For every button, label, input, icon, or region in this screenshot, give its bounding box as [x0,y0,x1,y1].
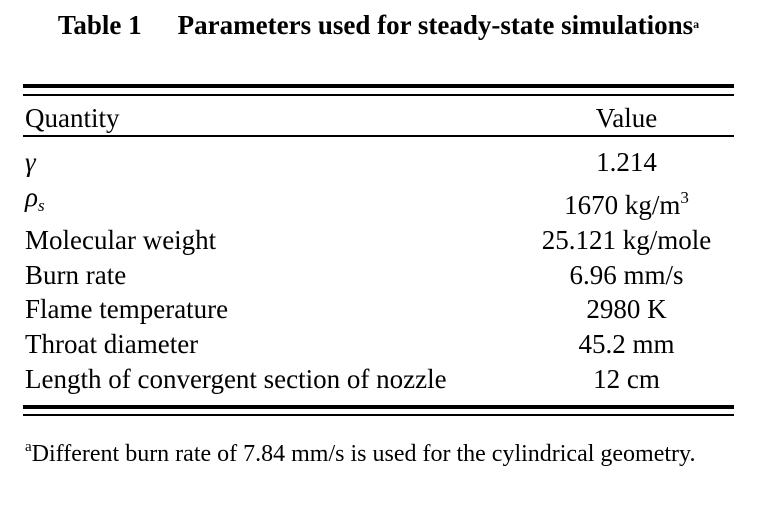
table-number: Table 1 [57,10,142,40]
row-value: 6.96 mm/s [569,259,684,290]
row-value: 45.2 mm [578,328,675,359]
row-value: 1.214 [596,147,657,177]
table-caption: Table 1 Parameters used for steady-state … [20,8,737,43]
header-rule [23,135,734,137]
top-rule-thin [23,94,734,96]
rho-subscript: s [37,195,45,215]
table-row: γ 1.214 [23,145,734,180]
table-row: Length of convergent section of nozzle 1… [23,362,734,397]
table-row: Throat diameter 45.2 mm [23,327,734,362]
row-value: 25.121 kg/mole [541,225,712,256]
parameters-table: γ 1.214 ρs 1670 kg/m3 Molecular weight 2… [23,145,734,396]
table-row: Flame temperature 2980 K [23,292,734,327]
row-quantity: Burn rate [25,259,127,290]
caption-footnote-marker: a [693,17,700,31]
table-row: ρs 1670 kg/m3 [23,180,734,224]
rho-symbol: ρ [25,181,38,212]
top-rule-thick [23,84,734,88]
unit-superscript: 3 [680,187,689,207]
bottom-rule-thick [23,405,734,409]
bottom-rule-thin [23,414,734,416]
header-value: Value [595,103,658,133]
table-footnote: aDifferent burn rate of 7.84 mm/s is use… [25,430,733,471]
row-quantity: Flame temperature [25,294,229,325]
row-value: 12 cm [593,363,660,394]
footnote-text: Different burn rate of 7.84 mm/s is used… [31,441,696,467]
footnote-marker: a [25,439,32,455]
table-row: Molecular weight 25.121 kg/mole [23,223,734,258]
table-title: Parameters used for steady-state simulat… [177,10,694,40]
row-quantity: Length of convergent section of nozzle [25,363,447,394]
row-quantity: Molecular weight [25,225,217,256]
header-quantity: Quantity [25,103,120,133]
table-header: Quantity Value [23,101,734,136]
table-row: Burn rate 6.96 mm/s [23,258,734,293]
header-row: Quantity Value [23,101,734,136]
gamma-symbol: γ [25,147,36,177]
row-value: 1670 kg/m [564,189,681,220]
row-quantity: Throat diameter [25,328,199,359]
row-value: 2980 K [586,294,667,325]
